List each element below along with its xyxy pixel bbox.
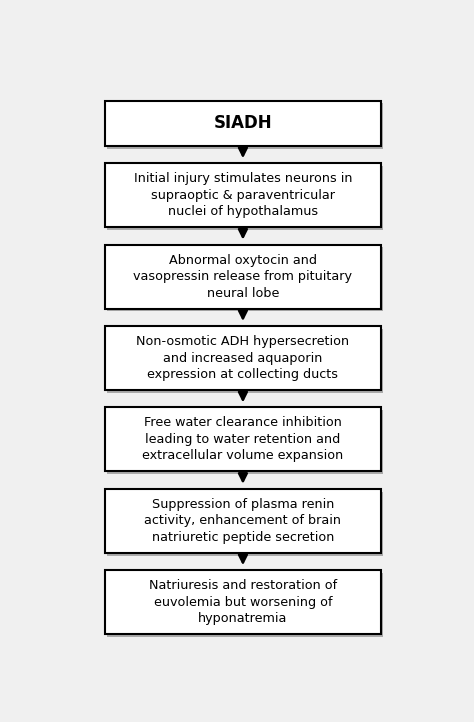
FancyBboxPatch shape <box>107 573 383 637</box>
FancyBboxPatch shape <box>107 103 383 149</box>
Text: Abnormal oxytocin and
vasopressin release from pituitary
neural lobe: Abnormal oxytocin and vasopressin releas… <box>133 253 353 300</box>
Text: Natriuresis and restoration of
euvolemia but worsening of
hyponatremia: Natriuresis and restoration of euvolemia… <box>149 579 337 625</box>
Text: Free water clearance inhibition
leading to water retention and
extracellular vol: Free water clearance inhibition leading … <box>142 417 344 463</box>
FancyBboxPatch shape <box>107 248 383 311</box>
FancyBboxPatch shape <box>107 492 383 556</box>
Text: Initial injury stimulates neurons in
supraoptic & paraventricular
nuclei of hypo: Initial injury stimulates neurons in sup… <box>134 173 352 218</box>
FancyBboxPatch shape <box>105 245 381 309</box>
FancyBboxPatch shape <box>105 326 381 390</box>
FancyBboxPatch shape <box>105 407 381 471</box>
FancyBboxPatch shape <box>107 329 383 393</box>
FancyBboxPatch shape <box>105 100 381 146</box>
Text: SIADH: SIADH <box>214 114 272 132</box>
FancyBboxPatch shape <box>105 163 381 227</box>
FancyBboxPatch shape <box>107 410 383 474</box>
FancyBboxPatch shape <box>105 570 381 634</box>
FancyBboxPatch shape <box>105 489 381 553</box>
FancyBboxPatch shape <box>107 166 383 230</box>
Text: Non-osmotic ADH hypersecretion
and increased aquaporin
expression at collecting : Non-osmotic ADH hypersecretion and incre… <box>137 335 349 381</box>
Text: Suppression of plasma renin
activity, enhancement of brain
natriuretic peptide s: Suppression of plasma renin activity, en… <box>145 498 341 544</box>
